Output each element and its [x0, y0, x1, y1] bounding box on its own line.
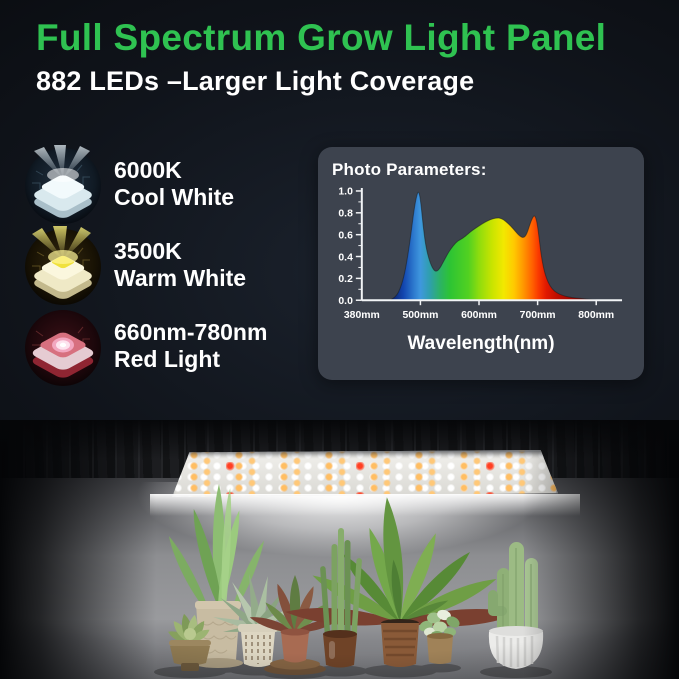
feature-cool-white: 6000K Cool White: [20, 143, 310, 224]
svg-text:0.0: 0.0: [338, 296, 353, 307]
x-axis-label: Wavelength(nm): [407, 333, 555, 354]
feature-line1: 660nm-780nm: [114, 318, 268, 345]
potted-plants: [154, 484, 552, 679]
svg-text:800mm: 800mm: [578, 310, 614, 321]
feature-label: 3500K Warm White: [106, 238, 246, 292]
svg-text:1.0: 1.0: [338, 187, 353, 198]
led-feature-list: 6000K Cool White: [20, 143, 310, 386]
feature-line1: 6000K: [114, 156, 182, 183]
feature-line1: 3500K: [114, 237, 182, 264]
svg-text:700mm: 700mm: [520, 310, 556, 321]
feature-warm-white: 3500K Warm White: [20, 224, 310, 305]
feature-label: 6000K Cool White: [106, 157, 234, 211]
feature-line2: Warm White: [114, 264, 247, 291]
feature-line2: Red Light: [114, 345, 221, 372]
plant-calathea: [284, 497, 519, 667]
features-and-chart-row: 6000K Cool White: [0, 143, 679, 386]
feature-label: 660nm-780nm Red Light: [106, 319, 267, 373]
svg-text:600mm: 600mm: [461, 310, 497, 321]
plant-cactus: [488, 542, 544, 669]
feature-line2: Cool White: [114, 183, 235, 210]
photo-parameters-panel: Photo Parameters: 0.0 0.2 0.4 0.6 0.8 1.0 380m…: [318, 147, 644, 380]
svg-text:0.8: 0.8: [338, 209, 353, 220]
page-subtitle: 882 LEDs –Larger Light Coverage: [36, 66, 475, 96]
feature-red-light: 660nm-780nm Red Light: [20, 305, 310, 386]
svg-text:0.6: 0.6: [338, 230, 353, 241]
product-photo: [0, 420, 679, 679]
page-title: Full Spectrum Grow Light Panel: [36, 17, 607, 58]
svg-text:0.4: 0.4: [338, 252, 353, 263]
cool-white-led-chip-icon: [25, 144, 101, 224]
chart-title: Photo Parameters:: [332, 160, 487, 179]
svg-text:380mm: 380mm: [344, 310, 380, 321]
svg-text:0.2: 0.2: [338, 274, 353, 285]
svg-text:500mm: 500mm: [402, 310, 438, 321]
spectrum-chart: 0.0 0.2 0.4 0.6 0.8 1.0 380mm 500mm 600mm 700mm 80…: [338, 187, 623, 321]
red-led-chip-icon: [25, 309, 101, 386]
warm-white-led-chip-icon: [25, 225, 101, 305]
plant-cylindrical-snake: [320, 528, 362, 668]
